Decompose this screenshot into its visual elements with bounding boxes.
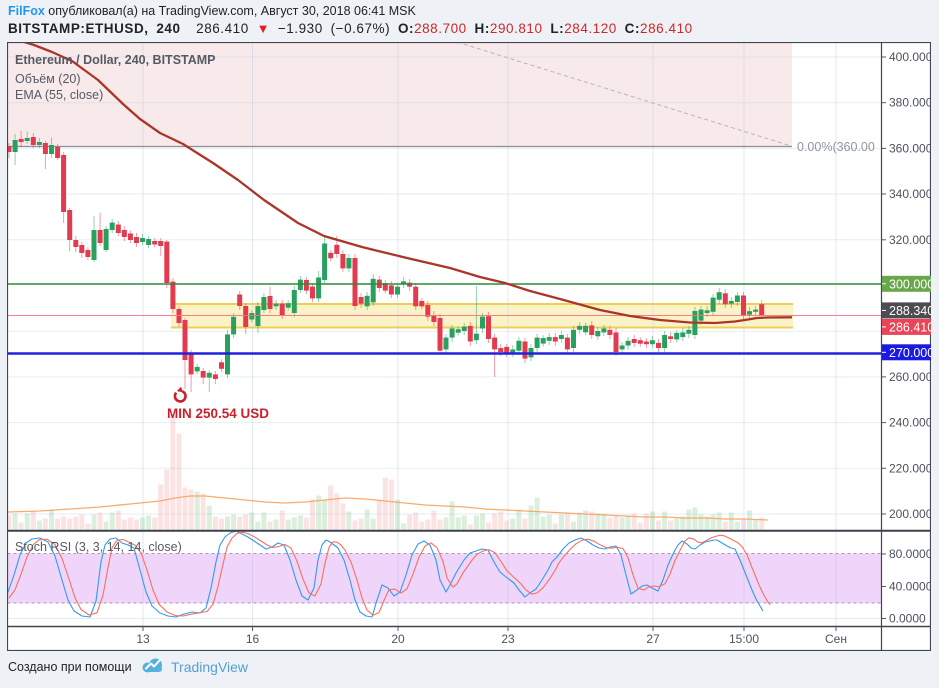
svg-text:23: 23 [501, 632, 515, 646]
svg-text:20: 20 [391, 632, 405, 646]
svg-text:Stoch RSI (3, 3, 14, 14, close: Stoch RSI (3, 3, 14, 14, close) [15, 540, 182, 554]
svg-text:0.00%(360.00: 0.00%(360.00 [797, 140, 875, 154]
svg-text:240.000: 240.000 [889, 416, 931, 430]
svg-text:286.410: 286.410 [889, 320, 931, 334]
svg-text:340.000: 340.000 [889, 187, 931, 201]
svg-text:40.0000: 40.0000 [889, 580, 931, 594]
svg-text:Сен: Сен [825, 632, 847, 646]
svg-text:260.000: 260.000 [889, 370, 931, 384]
svg-text:380.000: 380.000 [889, 96, 931, 110]
svg-text:MIN 250.54 USD: MIN 250.54 USD [167, 406, 269, 421]
svg-text:320.000: 320.000 [889, 233, 931, 247]
svg-text:13: 13 [136, 632, 150, 646]
svg-text:15:00: 15:00 [729, 632, 759, 646]
svg-text:200.000: 200.000 [889, 507, 931, 521]
svg-text:220.000: 220.000 [889, 461, 931, 475]
svg-text:0.0000: 0.0000 [889, 612, 926, 626]
svg-text:400.000: 400.000 [889, 50, 931, 64]
svg-text:Объём (20): Объём (20) [15, 72, 81, 86]
svg-text:288.340: 288.340 [889, 304, 931, 318]
svg-text:270.000: 270.000 [889, 346, 931, 360]
svg-text:80.0000: 80.0000 [889, 547, 931, 561]
svg-text:27: 27 [646, 632, 660, 646]
svg-text:300.000: 300.000 [889, 277, 931, 291]
svg-text:Ethereum / Dollar, 240, BITSTA: Ethereum / Dollar, 240, BITSTAMP [15, 53, 216, 67]
svg-text:360.000: 360.000 [889, 141, 931, 155]
svg-text:16: 16 [246, 632, 260, 646]
svg-text:EMA (55, close): EMA (55, close) [15, 88, 103, 102]
